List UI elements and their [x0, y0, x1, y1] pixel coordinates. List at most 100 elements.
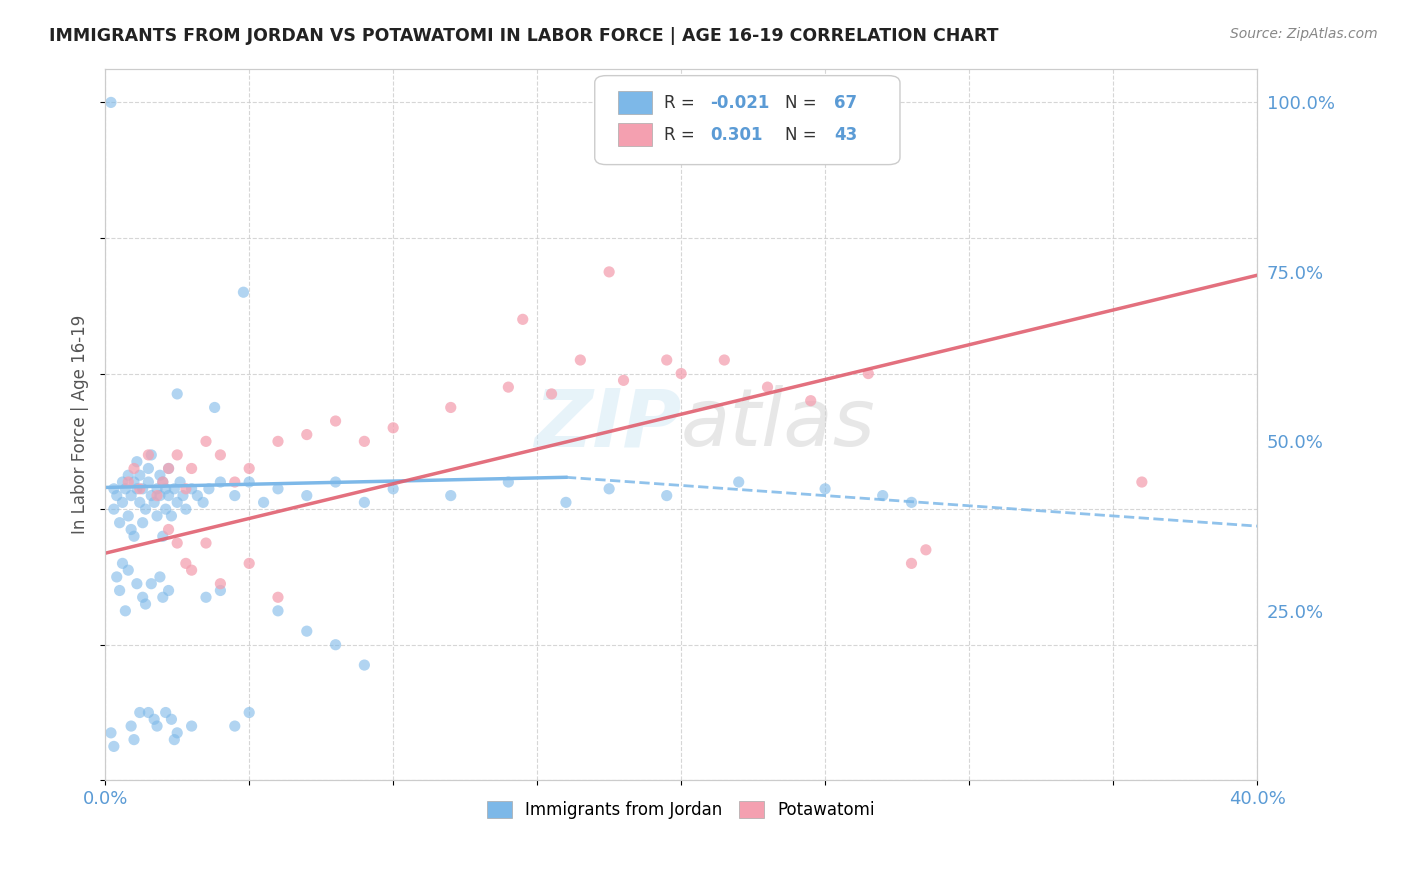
- Point: [180, 482, 202, 496]
- Point: [138, 706, 160, 720]
- Point: [117, 508, 139, 523]
- Point: [382, 421, 405, 435]
- Point: [498, 475, 520, 489]
- FancyBboxPatch shape: [617, 91, 652, 114]
- Point: [114, 604, 136, 618]
- Point: [325, 638, 347, 652]
- Point: [195, 434, 218, 449]
- Point: [224, 719, 246, 733]
- Point: [180, 719, 202, 733]
- Point: [125, 482, 148, 496]
- Point: [756, 380, 779, 394]
- Point: [117, 468, 139, 483]
- Point: [122, 461, 145, 475]
- Point: [166, 726, 188, 740]
- Point: [180, 461, 202, 475]
- Point: [238, 706, 260, 720]
- Text: atlas: atlas: [681, 385, 876, 464]
- Point: [727, 475, 749, 489]
- Point: [295, 427, 318, 442]
- Point: [157, 489, 180, 503]
- Point: [174, 502, 197, 516]
- Point: [195, 536, 218, 550]
- Point: [108, 583, 131, 598]
- Point: [195, 591, 218, 605]
- Point: [209, 583, 232, 598]
- FancyBboxPatch shape: [595, 76, 900, 165]
- Point: [713, 353, 735, 368]
- Point: [267, 604, 290, 618]
- Point: [209, 475, 232, 489]
- Text: R =: R =: [664, 126, 700, 144]
- Point: [138, 448, 160, 462]
- Point: [163, 482, 186, 496]
- Point: [238, 461, 260, 475]
- Point: [149, 489, 172, 503]
- Point: [353, 434, 375, 449]
- Point: [157, 461, 180, 475]
- Point: [111, 557, 134, 571]
- Point: [128, 706, 150, 720]
- Point: [166, 448, 188, 462]
- Point: [155, 482, 177, 496]
- Point: [353, 495, 375, 509]
- Point: [238, 475, 260, 489]
- Point: [149, 570, 172, 584]
- Point: [103, 502, 125, 516]
- Point: [325, 475, 347, 489]
- Point: [569, 353, 592, 368]
- Point: [655, 489, 678, 503]
- Point: [152, 475, 174, 489]
- Point: [111, 495, 134, 509]
- Point: [858, 367, 880, 381]
- Point: [655, 353, 678, 368]
- Point: [252, 495, 274, 509]
- Point: [141, 576, 163, 591]
- Point: [103, 739, 125, 754]
- Point: [157, 461, 180, 475]
- Point: [149, 468, 172, 483]
- Point: [120, 523, 142, 537]
- Point: [169, 475, 191, 489]
- Point: [915, 542, 938, 557]
- Point: [125, 455, 148, 469]
- Point: [128, 482, 150, 496]
- Point: [872, 489, 894, 503]
- Point: [120, 489, 142, 503]
- Point: [108, 516, 131, 530]
- Point: [900, 495, 922, 509]
- Point: [152, 591, 174, 605]
- Point: [174, 482, 197, 496]
- Point: [105, 570, 128, 584]
- Point: [131, 516, 153, 530]
- Point: [122, 529, 145, 543]
- Point: [146, 489, 169, 503]
- Point: [120, 719, 142, 733]
- Point: [224, 475, 246, 489]
- Point: [267, 434, 290, 449]
- Point: [128, 468, 150, 483]
- Point: [135, 502, 157, 516]
- Point: [440, 401, 463, 415]
- Point: [160, 712, 183, 726]
- Text: 67: 67: [834, 94, 858, 112]
- Point: [111, 475, 134, 489]
- Text: Source: ZipAtlas.com: Source: ZipAtlas.com: [1230, 27, 1378, 41]
- Point: [382, 482, 405, 496]
- Point: [143, 495, 166, 509]
- Text: R =: R =: [664, 94, 700, 112]
- Point: [125, 576, 148, 591]
- Text: N =: N =: [785, 94, 821, 112]
- Point: [209, 576, 232, 591]
- Point: [143, 712, 166, 726]
- Point: [117, 563, 139, 577]
- Point: [612, 373, 634, 387]
- Point: [117, 475, 139, 489]
- Point: [598, 265, 620, 279]
- Point: [166, 387, 188, 401]
- Text: 43: 43: [834, 126, 858, 144]
- Point: [540, 387, 562, 401]
- Point: [1130, 475, 1153, 489]
- Point: [131, 482, 153, 496]
- Point: [135, 597, 157, 611]
